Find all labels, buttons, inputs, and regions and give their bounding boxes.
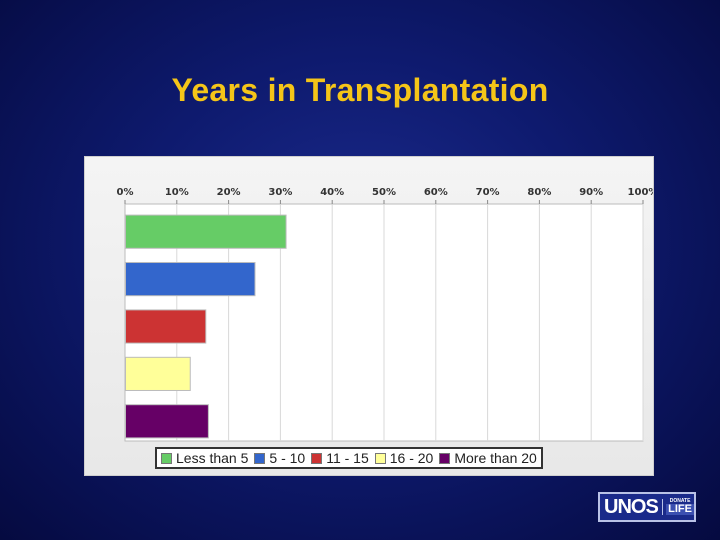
x-tick-label: 100% xyxy=(628,187,653,198)
legend-label: Less than 5 xyxy=(176,450,249,466)
bar-2 xyxy=(125,262,256,297)
legend-item: Less than 5 xyxy=(161,450,248,466)
bar-3 xyxy=(125,309,207,344)
bar-5 xyxy=(125,404,209,439)
legend-item: 11 - 15 xyxy=(311,450,369,466)
chart-legend: Less than 5 5 - 10 11 - 15 16 - 20 More than… xyxy=(155,447,543,469)
x-tick-label: 10% xyxy=(165,187,189,198)
legend-label: 5 - 10 xyxy=(269,450,306,466)
legend-item: More than 20 xyxy=(439,450,537,466)
unos-logo: UNOS DONATE LIFE xyxy=(598,492,696,522)
legend-label: More than 20 xyxy=(454,450,537,466)
chart-panel: 0% 10% 20% 30% 40% 50% 60% 70% 80% 90% 100% Less t… xyxy=(84,156,654,476)
legend-item: 16 - 20 xyxy=(374,450,434,466)
logo-life-text: LIFE xyxy=(666,503,694,515)
legend-swatch xyxy=(311,452,323,464)
legend-swatch xyxy=(254,452,266,464)
x-tick-label: 80% xyxy=(527,187,551,198)
x-tick-label: 20% xyxy=(217,187,241,198)
logo-donate-text: DONATE xyxy=(669,498,691,504)
x-tick-label: 0% xyxy=(117,187,134,198)
donate-life-badge: DONATE LIFE xyxy=(662,499,694,515)
legend-label: 16 - 20 xyxy=(389,450,434,466)
bar-chart: 0% 10% 20% 30% 40% 50% 60% 70% 80% 90% 100% xyxy=(117,187,653,442)
legend-item: 5 - 10 xyxy=(254,450,305,466)
slide-title: Years in Transplantation xyxy=(171,72,549,108)
x-tick-label: 30% xyxy=(268,187,292,198)
legend-label: 11 - 15 xyxy=(326,450,369,466)
logo-wordmark: UNOS xyxy=(604,495,659,518)
x-tick-label: 50% xyxy=(372,187,396,198)
legend-swatch xyxy=(161,452,172,464)
x-tick-label: 70% xyxy=(476,187,500,198)
legend-swatch xyxy=(374,452,386,464)
x-tick-label: 90% xyxy=(579,187,603,198)
bar-1 xyxy=(125,214,287,249)
x-tick-label: 40% xyxy=(320,187,344,198)
x-tick-label: 60% xyxy=(424,187,448,198)
bar-4 xyxy=(125,356,191,391)
legend-swatch xyxy=(439,452,451,464)
